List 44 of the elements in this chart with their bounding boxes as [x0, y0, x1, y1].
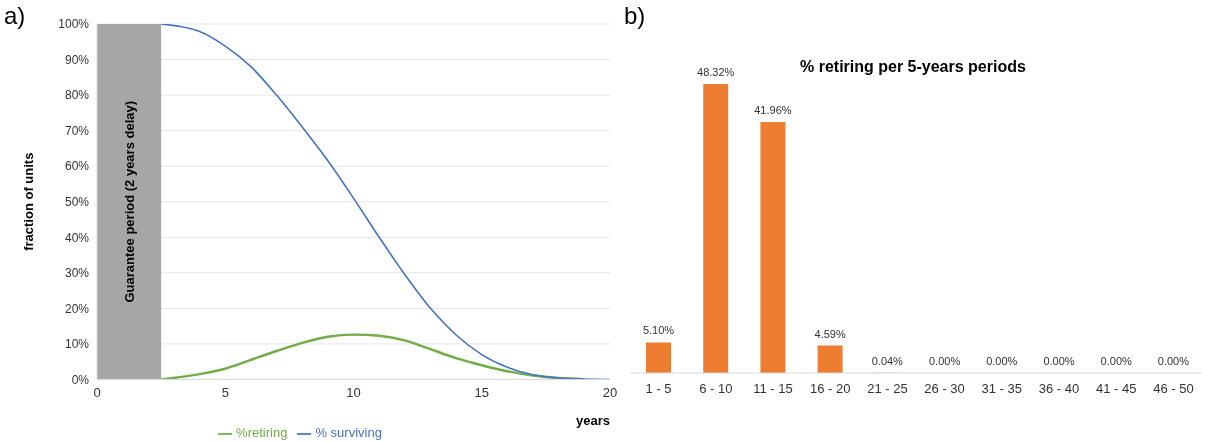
- y-tick-label: 40%: [64, 230, 90, 245]
- x-tick-label: 0: [93, 384, 101, 400]
- data-label: 4.59%: [814, 327, 846, 340]
- data-label: 5.10%: [642, 324, 675, 337]
- y-tick-label: 100%: [58, 17, 90, 32]
- text: a): [4, 2, 26, 30]
- x-tick-label: 1 - 5: [645, 381, 672, 396]
- chart-title: % retiring per 5-years periods: [800, 58, 1026, 76]
- x-tick-label: 46 - 50: [1153, 381, 1194, 396]
- x-tick-label: 31 - 35: [981, 381, 1023, 396]
- y-tick-label: 80%: [64, 88, 90, 103]
- x-tick-label: 6 - 10: [699, 381, 733, 396]
- y-tick-label: 10%: [64, 337, 90, 352]
- y-tick-label: 50%: [64, 194, 90, 209]
- x-tick-label: 36 - 40: [1038, 381, 1080, 396]
- x-tick-label: 10: [346, 384, 361, 400]
- x-tick-label: 20: [602, 384, 618, 400]
- y-tick-label: 0%: [71, 372, 90, 387]
- y-tick-label: 30%: [64, 266, 90, 281]
- data-label: 0.04%: [871, 354, 904, 367]
- y-axis-title: fraction of units: [20, 152, 36, 251]
- y-tick-label: 90%: [64, 52, 90, 67]
- legend-label: %retiring: [236, 425, 288, 441]
- y-tick-label: 20%: [64, 301, 90, 316]
- x-tick-label: 16 - 20: [809, 381, 851, 396]
- x-tick-label: 41 - 45: [1095, 381, 1137, 396]
- y-tick-label: 60%: [64, 159, 90, 174]
- x-tick-label: 21 - 25: [867, 381, 908, 396]
- data-label: 48.32%: [697, 66, 735, 78]
- x-tick-label: 26 - 30: [924, 381, 965, 396]
- data-label: 41.96%: [754, 104, 792, 117]
- data-label: 0.00%: [929, 355, 961, 367]
- text: b): [624, 2, 646, 30]
- x-tick-label: 15: [474, 384, 489, 400]
- data-label: 0.00%: [1157, 355, 1190, 367]
- x-tick-label: 11 - 15: [753, 381, 793, 396]
- data-label: 0.00%: [1043, 355, 1075, 367]
- y-tick-label: 70%: [64, 123, 90, 138]
- x-axis-title: years: [576, 413, 610, 429]
- legend-label: % surviving: [315, 425, 382, 441]
- data-label: 0.00%: [1100, 355, 1133, 367]
- band-label: Guarantee period (2 years delay): [121, 100, 137, 303]
- x-tick-label: 5: [221, 384, 229, 400]
- data-label: 0.00%: [986, 355, 1018, 367]
